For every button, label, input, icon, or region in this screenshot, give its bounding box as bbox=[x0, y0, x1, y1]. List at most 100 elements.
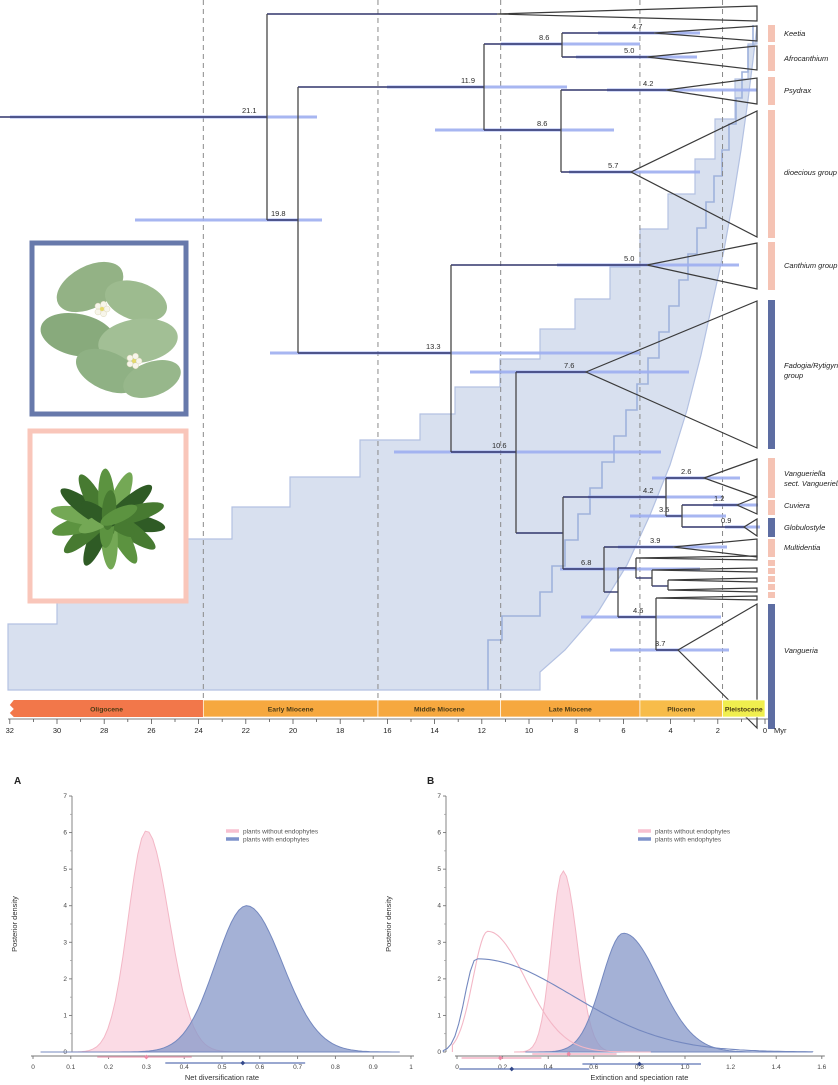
node-age-label: 3.7 bbox=[655, 639, 665, 648]
leaf-shape bbox=[40, 312, 116, 358]
taxon-label: Vangueria bbox=[784, 646, 818, 655]
y-tick-label: 2 bbox=[437, 976, 441, 983]
taxon-label: Fadogia/Rytigynia bbox=[784, 361, 838, 370]
y-tick-label: 6 bbox=[63, 830, 67, 837]
x-tick-label: 0.4 bbox=[180, 1064, 189, 1071]
epoch-name: Pleistocene bbox=[725, 707, 763, 714]
x-tick-label: 0 bbox=[31, 1064, 35, 1071]
clade-bar-pink bbox=[768, 576, 775, 582]
node-age-label: 4.2 bbox=[643, 79, 653, 88]
collapsed-clade-triangle bbox=[651, 567, 758, 573]
node-age-label: 8.6 bbox=[537, 119, 547, 128]
clade-bar-pink bbox=[768, 77, 775, 105]
x-tick-label: 1.6 bbox=[817, 1064, 826, 1071]
node-age-label: 2.6 bbox=[681, 467, 691, 476]
epoch-name: Late Miocene bbox=[549, 707, 592, 714]
interval-midpoint-marker bbox=[636, 1061, 642, 1067]
clade-bar-pink bbox=[768, 110, 775, 238]
epoch-name: Oligocene bbox=[90, 707, 123, 714]
clade-bar-pink bbox=[768, 568, 775, 574]
geological-timescale: Oligocene Early Miocene Middle Miocene Late… bbox=[6, 699, 787, 735]
x-tick-label: 0.6 bbox=[255, 1064, 264, 1071]
interval-midpoint-marker bbox=[509, 1066, 515, 1072]
taxon-label: Cuviera bbox=[784, 501, 810, 510]
collapsed-clade-triangle bbox=[735, 496, 758, 515]
collapsed-clade-triangle bbox=[496, 5, 758, 22]
x-tick-label: 0.2 bbox=[104, 1064, 113, 1071]
y-tick-label: 4 bbox=[63, 903, 67, 910]
time-tick-label: 18 bbox=[336, 726, 344, 735]
y-tick-label: 7 bbox=[63, 793, 67, 800]
time-tick-label: 0 bbox=[763, 726, 767, 735]
y-tick-label: 1 bbox=[437, 1012, 441, 1019]
clade-bar-pink bbox=[768, 560, 775, 566]
taxon-label: Canthium group bbox=[784, 261, 837, 270]
node-age-label: 7.6 bbox=[564, 361, 574, 370]
node-age-label: 21.1 bbox=[242, 106, 257, 115]
phylogeny-branches bbox=[0, 5, 758, 730]
collapsed-clade-triangle bbox=[629, 110, 758, 238]
epoch-band bbox=[9, 700, 204, 717]
flower-petal bbox=[126, 360, 134, 368]
x-tick-label: 1.0 bbox=[680, 1064, 689, 1071]
epoch-name: Middle Miocene bbox=[414, 707, 465, 714]
time-tick-label: 12 bbox=[478, 726, 486, 735]
node-age-label: 1.2 bbox=[714, 494, 724, 503]
clade-bar-blue bbox=[768, 300, 775, 449]
x-tick-label: 0.9 bbox=[369, 1064, 378, 1071]
time-tick-label: 22 bbox=[242, 726, 250, 735]
taxon-label: Psydrax bbox=[784, 86, 811, 95]
time-tick-label: 16 bbox=[383, 726, 391, 735]
node-age-label: 5.0 bbox=[624, 46, 634, 55]
x-tick-label: 0.1 bbox=[66, 1064, 75, 1071]
y-tick-label: 1 bbox=[63, 1012, 67, 1019]
y-tick-label: 0 bbox=[437, 1049, 441, 1056]
collapsed-clade-triangle bbox=[646, 45, 758, 71]
x-tick-label: 0.8 bbox=[635, 1064, 644, 1071]
collapsed-clade-triangle bbox=[667, 587, 758, 593]
collapsed-clade-triangle bbox=[584, 300, 758, 449]
time-tick-label: 10 bbox=[525, 726, 533, 735]
node-age-label: 11.9 bbox=[461, 76, 475, 85]
leaf-shape bbox=[105, 280, 167, 322]
time-tick-label: 2 bbox=[716, 726, 720, 735]
y-tick-label: 3 bbox=[63, 939, 67, 946]
time-axis-unit: Myr bbox=[774, 726, 787, 735]
clade-bar-blue bbox=[768, 604, 775, 729]
x-tick-label: 0 bbox=[455, 1064, 459, 1071]
node-age-label: 0.9 bbox=[721, 516, 731, 525]
x-tick-label: 1.2 bbox=[726, 1064, 735, 1071]
collapsed-clade-triangle bbox=[665, 77, 758, 105]
time-tick-label: 26 bbox=[147, 726, 155, 735]
node-age-label: 5.0 bbox=[624, 254, 634, 263]
epoch-band bbox=[722, 699, 766, 718]
flower-petal bbox=[94, 302, 102, 310]
interval-midpoint-marker bbox=[143, 1054, 149, 1060]
node-age-label: 13.3 bbox=[426, 342, 441, 351]
legend-label: plants with endophytes bbox=[243, 837, 310, 844]
flower-petal bbox=[132, 352, 139, 360]
y-tick-label: 3 bbox=[437, 939, 441, 946]
x-tick-label: 0.7 bbox=[293, 1064, 302, 1071]
taxon-label: Globulostyle bbox=[784, 523, 825, 532]
x-axis-title: Net diversification rate bbox=[185, 1073, 259, 1082]
panel-letter: B bbox=[427, 776, 434, 787]
clade-bar-pink bbox=[768, 539, 775, 557]
clade-bar-pink bbox=[768, 458, 775, 498]
y-tick-label: 5 bbox=[437, 866, 441, 873]
time-tick-label: 24 bbox=[194, 726, 202, 735]
collapsed-clade-triangle bbox=[655, 595, 758, 601]
time-tick-label: 14 bbox=[430, 726, 438, 735]
clade-bar-pink bbox=[768, 500, 775, 515]
collapsed-clade-triangle bbox=[653, 25, 758, 42]
taxon-label: Keetia bbox=[784, 29, 805, 38]
panel-letter: A bbox=[14, 776, 21, 787]
y-axis-title: Posterior density bbox=[10, 896, 19, 952]
y-tick-label: 2 bbox=[63, 976, 67, 983]
envelope-median-line bbox=[487, 25, 754, 690]
y-tick-label: 4 bbox=[437, 903, 441, 910]
epoch-name: Early Miocene bbox=[268, 707, 314, 714]
clade-bars bbox=[768, 25, 775, 729]
flower-petal bbox=[94, 308, 102, 316]
